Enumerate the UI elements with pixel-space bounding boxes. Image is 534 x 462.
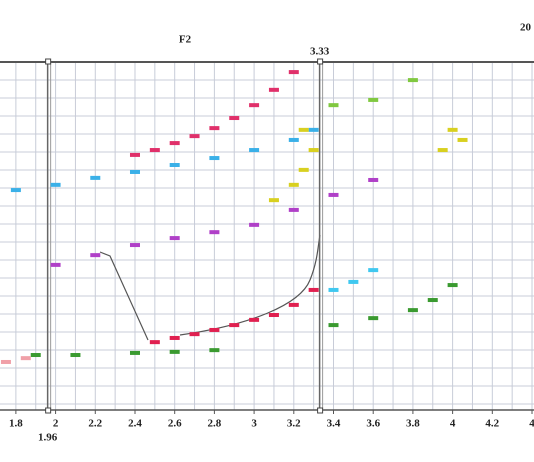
- point: [0, 359, 11, 364]
- point: [189, 332, 200, 337]
- x-tick-label: 3.4: [327, 418, 341, 430]
- point: [20, 356, 31, 361]
- marker-handle: [317, 58, 324, 65]
- point: [249, 222, 260, 227]
- point: [288, 207, 299, 212]
- point: [50, 262, 61, 267]
- x-tick-label: 2.4: [128, 418, 142, 430]
- point: [288, 302, 299, 307]
- point: [328, 287, 339, 292]
- point: [169, 349, 180, 354]
- point: [328, 192, 339, 197]
- x-tick-label: 3.2: [287, 418, 301, 430]
- point: [268, 87, 279, 92]
- point: [298, 167, 309, 172]
- point: [129, 350, 140, 355]
- x-tick-label: 2.8: [208, 418, 222, 430]
- point: [129, 243, 140, 248]
- point: [407, 78, 418, 83]
- point: [308, 148, 319, 153]
- point: [328, 323, 339, 328]
- point: [30, 353, 41, 358]
- point: [328, 103, 339, 108]
- point: [70, 353, 81, 358]
- point: [447, 283, 458, 288]
- x-tick-label: 4: [450, 418, 456, 430]
- point: [209, 126, 220, 131]
- annotation-curve: [179, 234, 321, 336]
- point: [90, 253, 101, 258]
- point: [149, 148, 160, 153]
- point: [50, 182, 61, 187]
- point: [288, 70, 299, 75]
- point: [457, 137, 468, 142]
- point: [427, 298, 438, 303]
- point: [447, 127, 458, 132]
- point: [249, 103, 260, 108]
- point: [368, 268, 379, 273]
- point: [348, 279, 359, 284]
- point: [169, 163, 180, 168]
- point: [209, 348, 220, 353]
- point: [129, 152, 140, 157]
- point: [249, 148, 260, 153]
- point: [298, 127, 309, 132]
- point: [189, 134, 200, 139]
- marker-handle: [45, 58, 52, 65]
- point: [368, 316, 379, 321]
- x-tick-label: 2.2: [88, 418, 102, 430]
- point: [209, 230, 220, 235]
- marker-label: 3.33: [310, 46, 330, 58]
- point: [209, 156, 220, 161]
- x-tick-label: 3.6: [366, 418, 380, 430]
- corner-label: 20: [520, 22, 532, 34]
- x-tick-label: 4.2: [485, 418, 499, 430]
- point: [229, 323, 240, 328]
- x-tick-label: 4: [529, 418, 534, 430]
- point: [209, 327, 220, 332]
- x-tick-label: 1.8: [9, 418, 23, 430]
- point: [288, 182, 299, 187]
- marker-label: 1.96: [38, 432, 58, 444]
- x-tick-label: 3.8: [406, 418, 420, 430]
- point: [229, 116, 240, 121]
- x-tick-label: 2: [53, 418, 59, 430]
- chart-title: F2: [179, 34, 192, 46]
- point: [169, 236, 180, 241]
- point: [268, 198, 279, 203]
- point: [249, 317, 260, 322]
- point: [169, 141, 180, 146]
- grid: [0, 62, 534, 410]
- point: [308, 287, 319, 292]
- point: [169, 335, 180, 340]
- annotation-line: [99, 251, 149, 341]
- point: [10, 188, 21, 193]
- point: [407, 308, 418, 313]
- point: [90, 175, 101, 180]
- point: [129, 169, 140, 174]
- point: [149, 340, 160, 345]
- point: [368, 177, 379, 182]
- marker-handle: [45, 407, 52, 414]
- point: [308, 127, 319, 132]
- x-tick-label: 2.6: [168, 418, 182, 430]
- marker-handle: [317, 407, 324, 414]
- point: [288, 137, 299, 142]
- x-tick-label: 3: [251, 418, 257, 430]
- point: [368, 97, 379, 102]
- point: [437, 148, 448, 153]
- point: [268, 312, 279, 317]
